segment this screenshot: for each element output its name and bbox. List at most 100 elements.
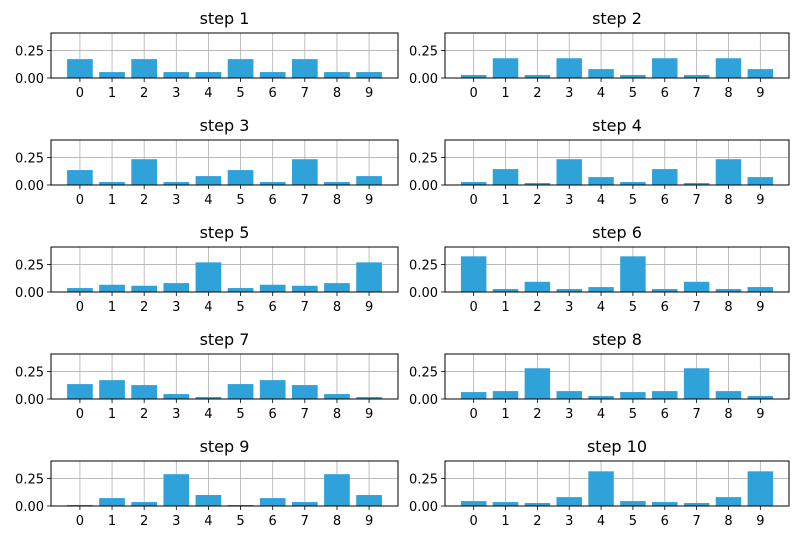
bar xyxy=(67,59,93,78)
bar xyxy=(715,58,742,78)
x-tick-label: 5 xyxy=(236,407,244,422)
bar xyxy=(131,59,158,78)
bar xyxy=(195,176,222,185)
x-tick-label: 6 xyxy=(269,514,277,529)
bar xyxy=(324,182,350,185)
subplot-title: step 5 xyxy=(200,223,250,242)
bar xyxy=(715,159,742,185)
y-tick-label: 0.00 xyxy=(15,179,44,194)
x-tick-label: 6 xyxy=(661,407,669,422)
x-tick-label: 2 xyxy=(533,86,541,101)
bar xyxy=(227,384,254,399)
x-tick-label: 4 xyxy=(204,193,212,208)
x-tick-label: 2 xyxy=(533,300,541,315)
subplot-title: step 1 xyxy=(200,9,250,28)
y-tick-label: 0.25 xyxy=(409,366,438,381)
x-tick-label: 9 xyxy=(365,514,373,529)
x-tick-label: 0 xyxy=(470,300,478,315)
subplot-title: step 10 xyxy=(587,437,647,456)
bar xyxy=(556,289,582,292)
x-tick-label: 0 xyxy=(470,407,478,422)
x-tick-label: 7 xyxy=(692,407,700,422)
bar xyxy=(747,287,774,292)
bar xyxy=(356,495,382,506)
bar xyxy=(131,385,158,399)
x-tick-label: 2 xyxy=(140,300,148,315)
x-tick-label: 7 xyxy=(301,193,309,208)
bar xyxy=(620,256,646,292)
axes-frame xyxy=(50,353,399,400)
bar xyxy=(588,471,614,506)
bar xyxy=(652,502,678,506)
x-tick-label: 4 xyxy=(597,86,605,101)
bar xyxy=(67,170,93,185)
x-tick-label: 1 xyxy=(108,86,116,101)
y-tick-label: 0.25 xyxy=(409,45,438,60)
y-tick-label: 0.25 xyxy=(15,45,44,60)
bar xyxy=(524,368,551,399)
y-tick-label: 0.25 xyxy=(15,366,44,381)
bar xyxy=(652,58,678,78)
bar xyxy=(356,262,382,292)
bar xyxy=(588,287,614,292)
bar xyxy=(227,59,254,78)
x-tick-label: 0 xyxy=(76,300,84,315)
x-tick-label: 9 xyxy=(365,86,373,101)
bar xyxy=(492,289,519,292)
x-tick-label: 7 xyxy=(692,193,700,208)
x-tick-label: 1 xyxy=(108,300,116,315)
bar xyxy=(291,502,318,506)
axes-frame xyxy=(444,32,790,79)
bar xyxy=(683,503,710,506)
x-tick-label: 0 xyxy=(76,407,84,422)
x-tick-label: 1 xyxy=(501,193,509,208)
x-tick-label: 6 xyxy=(661,514,669,529)
bar xyxy=(324,283,350,292)
x-tick-label: 1 xyxy=(501,300,509,315)
y-tick-label: 0.00 xyxy=(409,179,438,194)
x-tick-label: 1 xyxy=(108,514,116,529)
bar xyxy=(131,502,158,506)
x-tick-label: 2 xyxy=(140,407,148,422)
bar xyxy=(99,72,125,78)
bar xyxy=(683,368,710,399)
bar xyxy=(195,397,222,399)
y-tick-label: 0.00 xyxy=(15,393,44,408)
bar xyxy=(556,391,582,399)
y-tick-label: 0.00 xyxy=(409,500,438,515)
x-tick-label: 9 xyxy=(365,300,373,315)
bar xyxy=(324,72,350,78)
x-tick-label: 8 xyxy=(724,300,732,315)
x-tick-label: 8 xyxy=(333,86,341,101)
x-tick-label: 1 xyxy=(108,407,116,422)
axes-frame xyxy=(50,246,399,293)
bar xyxy=(291,59,318,78)
bar xyxy=(588,177,614,185)
x-tick-label: 7 xyxy=(692,86,700,101)
subplot-title: step 8 xyxy=(592,330,642,349)
x-tick-label: 8 xyxy=(333,407,341,422)
bar xyxy=(99,498,125,506)
bar xyxy=(747,471,774,506)
y-tick-label: 0.25 xyxy=(15,152,44,167)
x-tick-label: 8 xyxy=(333,193,341,208)
x-tick-label: 1 xyxy=(501,407,509,422)
bar xyxy=(460,256,487,292)
axes-frame xyxy=(50,32,399,79)
bar xyxy=(620,501,646,506)
bar xyxy=(715,391,742,399)
x-tick-label: 0 xyxy=(76,86,84,101)
bar xyxy=(163,394,190,399)
x-tick-label: 4 xyxy=(597,514,605,529)
bar xyxy=(356,397,382,399)
x-tick-label: 6 xyxy=(269,86,277,101)
x-tick-label: 6 xyxy=(661,193,669,208)
x-tick-label: 9 xyxy=(756,193,764,208)
x-tick-label: 2 xyxy=(140,514,148,529)
bar xyxy=(163,72,190,78)
x-tick-label: 3 xyxy=(172,514,180,529)
bar xyxy=(99,182,125,185)
bar xyxy=(324,394,350,399)
bar xyxy=(163,182,190,185)
bar xyxy=(67,384,93,399)
